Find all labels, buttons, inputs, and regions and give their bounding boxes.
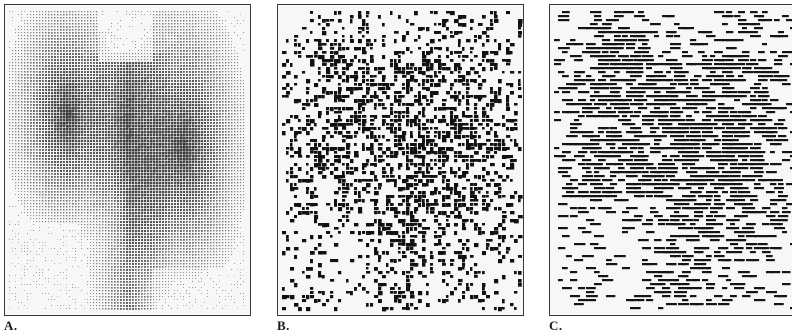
dithered-image-c	[554, 11, 792, 310]
dithered-image-b	[282, 11, 523, 312]
panel-c-caption: C.	[549, 318, 563, 333]
panel-c-dithered-image	[549, 4, 792, 316]
panel-b-caption: B.	[277, 318, 290, 333]
panel-b-dithered-image	[277, 4, 524, 316]
halftone-image-a	[9, 11, 245, 310]
panel-a-halftone-image	[4, 4, 251, 316]
panel-a-caption: A.	[4, 318, 18, 333]
